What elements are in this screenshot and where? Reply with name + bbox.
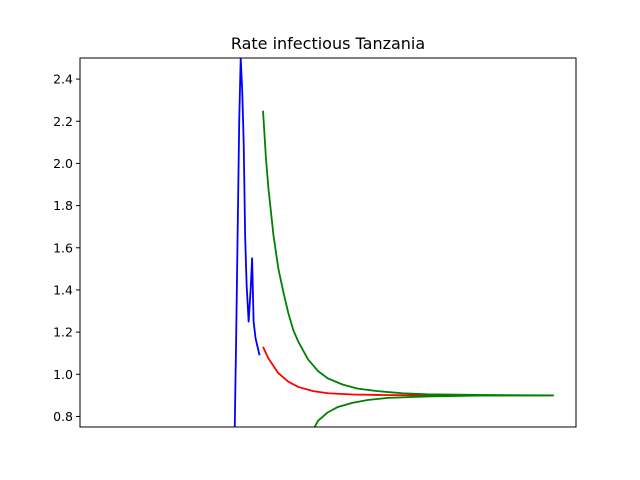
y-tick-label: 2.0 bbox=[53, 156, 73, 171]
y-axis: 0.8 1.0 1.2 1.4 1.6 1.8 2.0 2.2 2.4 bbox=[53, 72, 80, 424]
y-tick-label: 1.4 bbox=[53, 282, 73, 297]
y-tick-label: 1.2 bbox=[53, 325, 73, 340]
y-tick-label: 2.4 bbox=[53, 72, 73, 87]
y-tick-label: 0.8 bbox=[53, 409, 73, 424]
series-line-1 bbox=[262, 346, 554, 397]
y-tick-label: 1.6 bbox=[53, 240, 73, 255]
series-line-2 bbox=[262, 110, 554, 397]
y-tick-label: 1.0 bbox=[53, 367, 73, 382]
series-line-0 bbox=[233, 58, 261, 427]
series-line-3 bbox=[313, 394, 554, 427]
plot-frame bbox=[79, 57, 577, 428]
chart-title: Rate infectious Tanzania bbox=[231, 34, 425, 53]
y-tick-label: 1.8 bbox=[53, 198, 73, 213]
y-tick-label: 2.2 bbox=[53, 114, 73, 129]
series-layer bbox=[233, 58, 554, 427]
